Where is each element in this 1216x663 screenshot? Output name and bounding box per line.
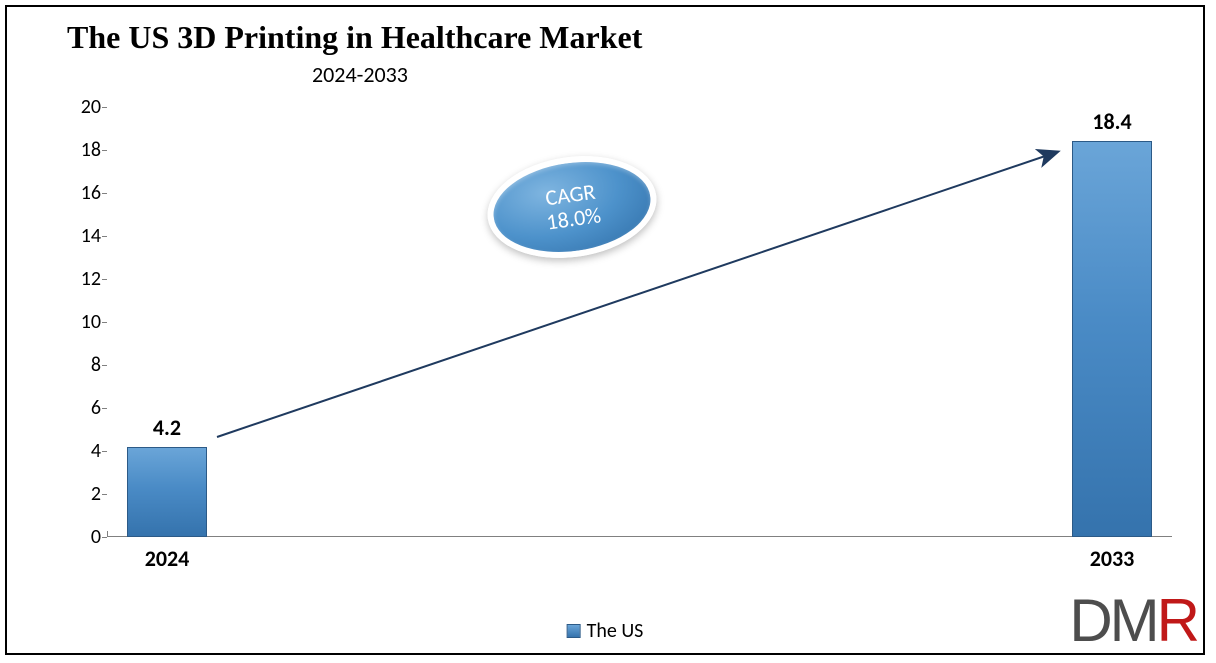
chart-frame: The US 3D Printing in Healthcare Market … bbox=[5, 5, 1205, 655]
chart-subtitle: 2024-2033 bbox=[312, 61, 408, 88]
chart-title: The US 3D Printing in Healthcare Market bbox=[67, 19, 642, 56]
cagr-badge: CAGR 18.0% bbox=[481, 146, 663, 269]
y-axis-tickmark bbox=[107, 531, 108, 537]
legend-swatch bbox=[567, 624, 581, 638]
cagr-value: 18.0% bbox=[545, 203, 603, 235]
chart-plot-area: 4.2 2024 18.4 2033 CAGR 18.0% 0246810121… bbox=[107, 107, 1172, 537]
y-tick-mark bbox=[102, 365, 107, 366]
y-tick-label: 2 bbox=[67, 482, 101, 506]
bar-label-2024: 4.2 bbox=[153, 414, 181, 441]
legend-label: The US bbox=[587, 619, 644, 643]
y-tick-mark bbox=[102, 193, 107, 194]
x-label-2033: 2033 bbox=[1090, 545, 1135, 572]
logo-letter-r: R bbox=[1157, 587, 1197, 654]
x-label-2024: 2024 bbox=[145, 545, 190, 572]
logo-letter-d: D bbox=[1069, 587, 1109, 654]
y-tick-label: 6 bbox=[67, 396, 101, 420]
y-tick-mark bbox=[102, 107, 107, 108]
y-tick-mark bbox=[102, 537, 107, 538]
y-tick-mark bbox=[102, 322, 107, 323]
y-tick-mark bbox=[102, 236, 107, 237]
y-tick-mark bbox=[102, 451, 107, 452]
bar-label-2033: 18.4 bbox=[1092, 108, 1131, 135]
y-tick-label: 18 bbox=[67, 138, 101, 162]
y-tick-label: 14 bbox=[67, 224, 101, 248]
logo-letter-m: M bbox=[1110, 587, 1157, 654]
y-tick-mark bbox=[102, 408, 107, 409]
y-tick-mark bbox=[102, 279, 107, 280]
y-tick-label: 20 bbox=[67, 95, 101, 119]
x-axis-line bbox=[107, 536, 1172, 537]
y-tick-label: 0 bbox=[67, 525, 101, 549]
y-tick-label: 8 bbox=[67, 353, 101, 377]
bar-2033 bbox=[1072, 141, 1152, 537]
y-tick-mark bbox=[102, 150, 107, 151]
y-tick-label: 10 bbox=[67, 310, 101, 334]
bar-2024 bbox=[127, 447, 207, 537]
y-tick-label: 12 bbox=[67, 267, 101, 291]
legend: The US bbox=[567, 619, 644, 643]
y-tick-label: 16 bbox=[67, 181, 101, 205]
y-tick-label: 4 bbox=[67, 439, 101, 463]
dmr-logo: DMR bbox=[1069, 591, 1197, 651]
y-tick-mark bbox=[102, 494, 107, 495]
